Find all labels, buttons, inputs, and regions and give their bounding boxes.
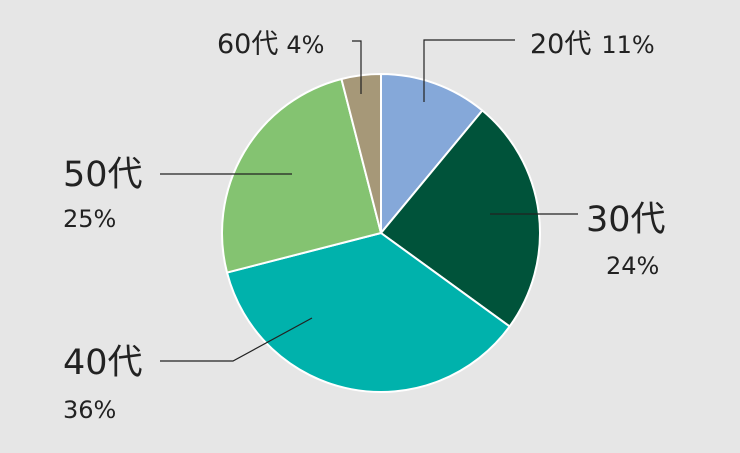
leader-line-40 — [160, 317, 313, 362]
slice-value-40: 36% — [63, 396, 116, 424]
pie-slice-30 — [380, 109, 541, 328]
slice-label-60: 60代 4% — [217, 29, 324, 60]
pie-slices — [221, 73, 541, 393]
slice-value-30: 24% — [606, 252, 659, 280]
slice-name-60: 60代 — [217, 29, 278, 60]
pie-slice-50 — [221, 78, 382, 274]
slice-value-20: 11% — [601, 31, 654, 59]
pie-slice-40 — [226, 232, 511, 393]
slice-name-20: 20代 — [530, 29, 591, 60]
leader-line-60 — [352, 40, 362, 94]
slice-value-60: 4% — [286, 31, 324, 59]
leader-lines — [160, 39, 578, 362]
leader-line-20 — [423, 39, 515, 102]
pie-slice-20 — [380, 73, 484, 234]
slice-name-30: 30代 — [586, 200, 666, 240]
slice-label-20: 20代 11% — [530, 29, 655, 60]
slice-name-50: 50代 — [63, 155, 143, 195]
slice-value-50: 25% — [63, 205, 116, 233]
slice-name-40: 40代 — [63, 343, 143, 383]
